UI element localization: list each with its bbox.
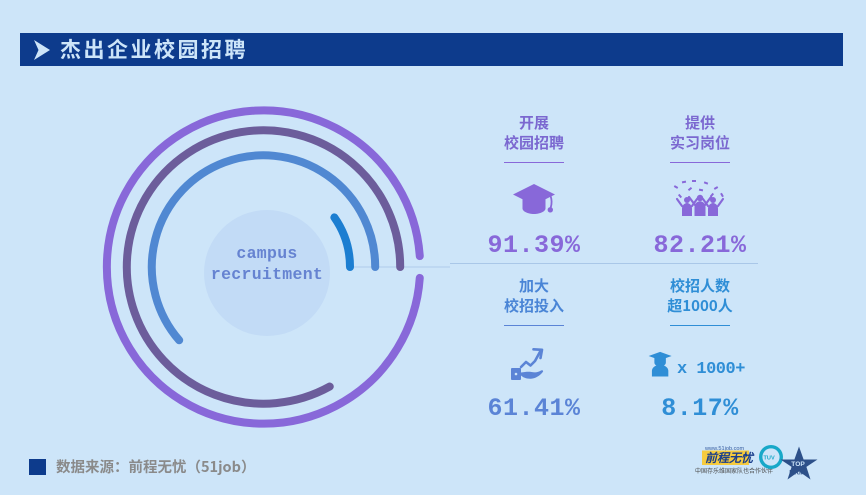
svg-text:x 1000+: x 1000+	[677, 360, 745, 379]
svg-text:TUV: TUV	[764, 456, 775, 462]
svg-text:前程无忧: 前程无忧	[705, 451, 755, 465]
svg-text:中国存乐维国家队也合作伙伴: 中国存乐维国家队也合作伙伴	[695, 466, 773, 475]
svg-text:HRM: HRM	[789, 470, 805, 477]
svg-text:TOP: TOP	[791, 461, 805, 468]
